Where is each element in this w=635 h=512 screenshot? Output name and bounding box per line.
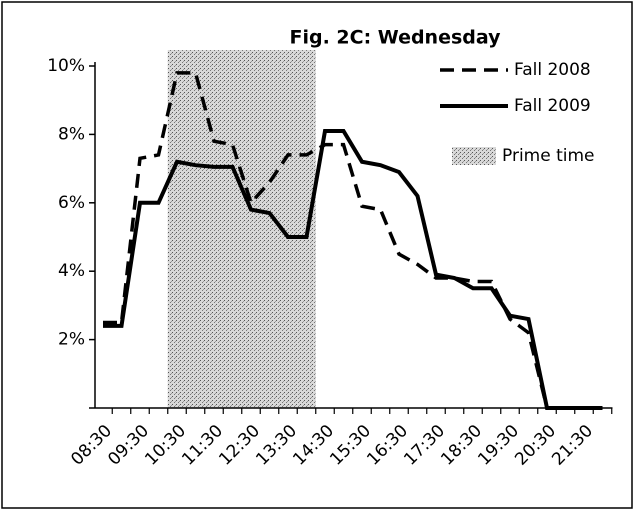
y-tick-label: 10% <box>47 56 85 76</box>
x-tick-label: 14:30 <box>289 421 338 470</box>
x-tick-label: 16:30 <box>363 421 412 470</box>
x-tick-label: 17:30 <box>400 421 449 470</box>
series-line <box>103 128 603 410</box>
x-tick-label: 18:30 <box>437 421 486 470</box>
x-tick-label: 12:30 <box>215 421 264 470</box>
y-tick-label: 8% <box>58 124 85 144</box>
series-line <box>103 71 603 410</box>
x-tick-label: 08:30 <box>67 421 116 470</box>
x-tick-label: 11:30 <box>178 421 227 470</box>
chart-title: Fig. 2C: Wednesday <box>289 27 501 49</box>
legend-label: Fall 2009 <box>514 96 591 116</box>
legend-swatch <box>452 147 496 165</box>
legend-label: Prime time <box>502 146 595 166</box>
x-tick-label: 20:30 <box>511 421 560 470</box>
x-tick-label: 15:30 <box>326 421 375 470</box>
y-tick-label: 4% <box>58 261 85 281</box>
y-tick-label: 2% <box>58 330 85 350</box>
prime-time-band <box>167 50 316 408</box>
x-tick-label: 13:30 <box>252 421 301 470</box>
x-tick-label: 21:30 <box>548 421 597 470</box>
legend-label: Fall 2008 <box>514 60 591 80</box>
x-tick-label: 10:30 <box>141 421 190 470</box>
x-tick-label: 19:30 <box>474 421 523 470</box>
x-tick-label: 09:30 <box>104 421 153 470</box>
y-tick-label: 6% <box>58 193 85 213</box>
